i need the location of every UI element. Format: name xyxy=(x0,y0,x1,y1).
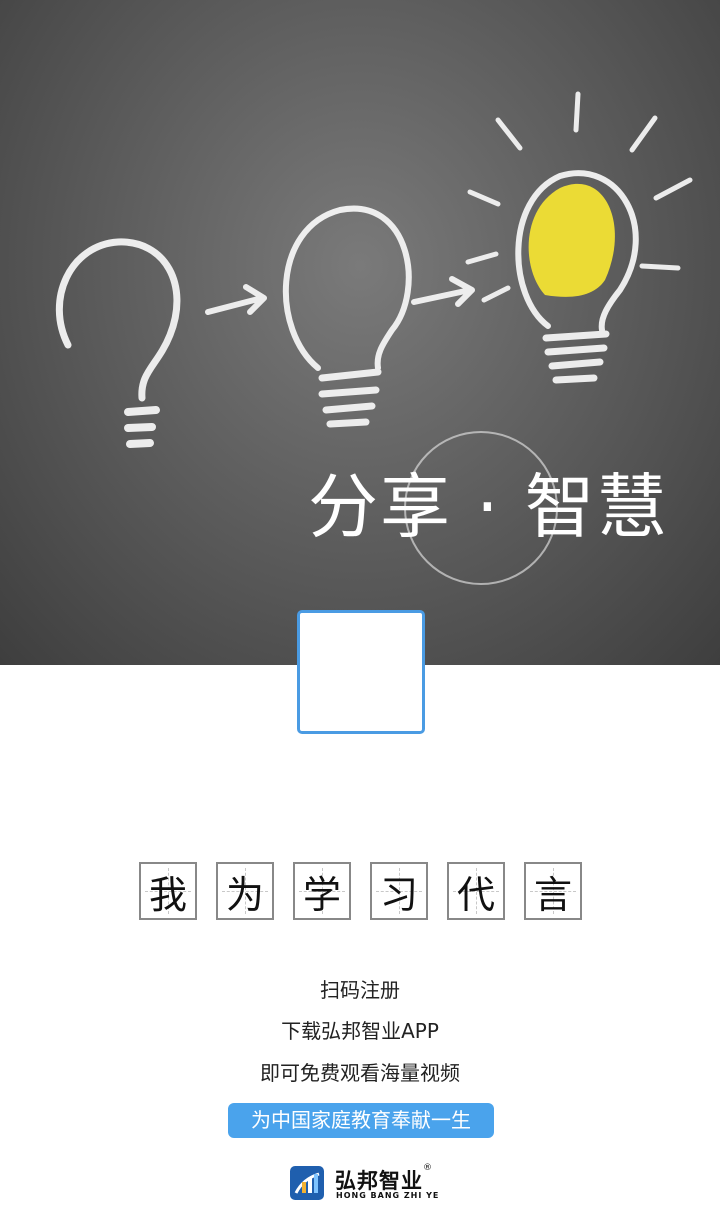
question-mark-shape xyxy=(55,238,181,402)
hero-banner: 分享 · 智慧 xyxy=(0,0,720,665)
brand-name-cn: 弘邦智业 xyxy=(335,1169,423,1193)
info-line-videos: 即可免费观看海量视频 xyxy=(260,1061,460,1085)
lit-bulb-fill xyxy=(528,183,615,297)
tagline-badge: 为中国家庭教育奉献一生 xyxy=(228,1103,494,1138)
outline-bulb-icon xyxy=(282,205,412,371)
info-line-download: 下载弘邦智业APP xyxy=(281,1019,439,1043)
lightbulb-illustration xyxy=(55,91,693,585)
lit-bulb-outline xyxy=(515,170,639,333)
decorative-ring xyxy=(404,431,558,585)
slogan-char: 代 xyxy=(447,862,505,920)
registered-mark: ® xyxy=(423,1163,432,1173)
qr-code-placeholder[interactable] xyxy=(297,610,425,734)
hero-title: 分享 · 智慧 xyxy=(308,466,669,548)
brand-name-en: HONG BANG ZHI YE xyxy=(336,1191,440,1200)
slogan-char: 为 xyxy=(216,862,274,920)
brand-logo: 弘邦智业 ® HONG BANG ZHI YE xyxy=(289,1163,440,1205)
slogan-char: 言 xyxy=(524,862,582,920)
slogan-grid: 我 为 学 习 代 言 xyxy=(139,862,582,920)
slogan-char: 学 xyxy=(293,862,351,920)
arrow-1-icon xyxy=(205,284,267,315)
slogan-char: 习 xyxy=(370,862,428,920)
arrow-2-icon xyxy=(411,276,475,307)
brand-mark-icon xyxy=(290,1166,324,1200)
slogan-char: 我 xyxy=(139,862,197,920)
info-line-register: 扫码注册 xyxy=(320,978,400,1002)
